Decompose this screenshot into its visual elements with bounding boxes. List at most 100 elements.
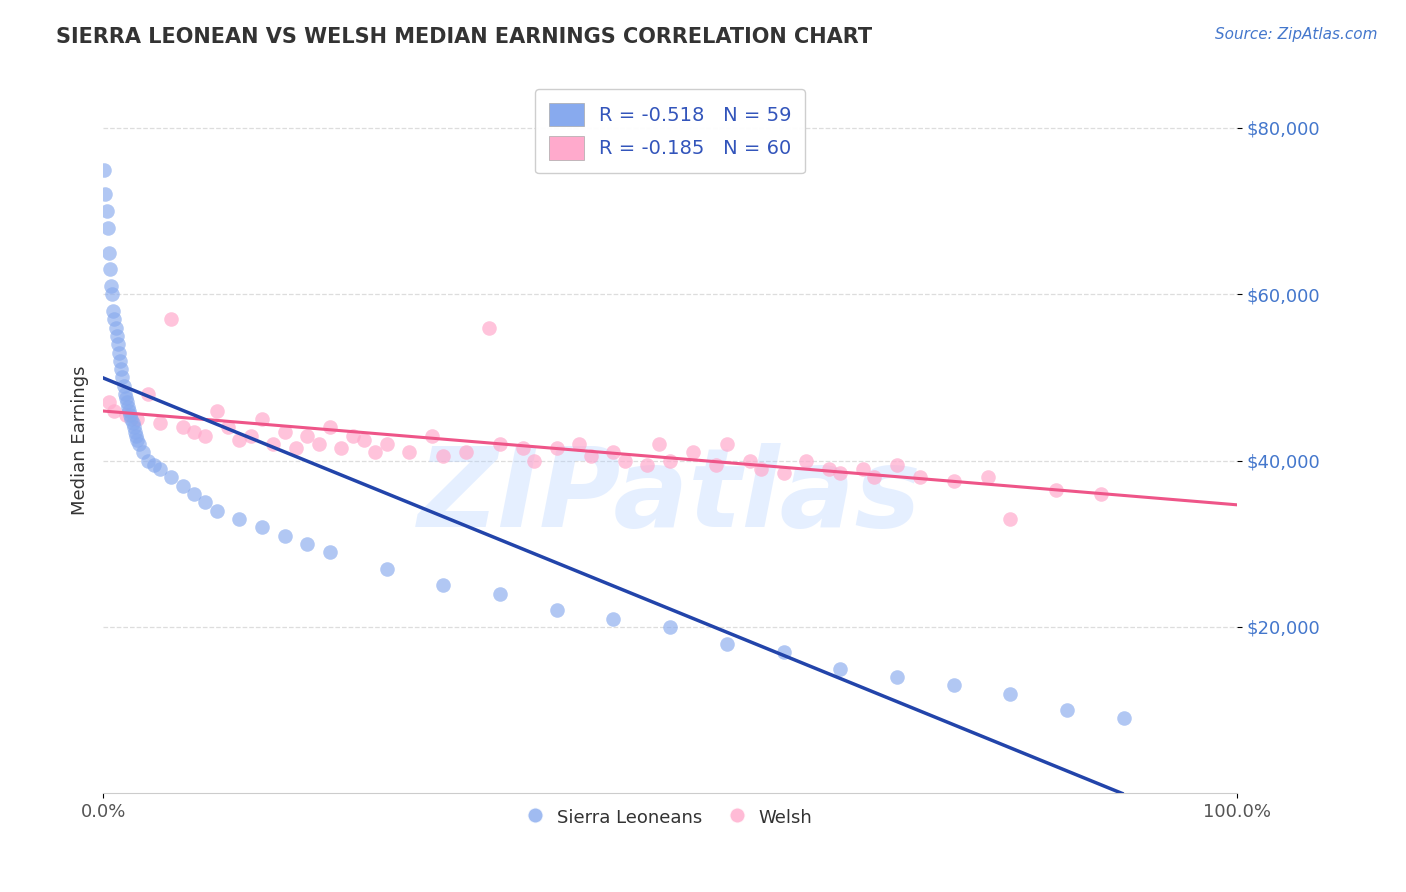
Point	[138, 387, 160, 401]
Point	[637, 458, 659, 472]
Point	[602, 612, 624, 626]
Point	[124, 425, 146, 439]
Point	[886, 458, 908, 472]
Point	[432, 578, 454, 592]
Point	[454, 445, 477, 459]
Point	[546, 441, 568, 455]
Point	[217, 420, 239, 434]
Point	[602, 445, 624, 459]
Point	[94, 187, 117, 202]
Point	[125, 428, 148, 442]
Point	[375, 562, 398, 576]
Point	[104, 320, 127, 334]
Point	[107, 337, 129, 351]
Point	[478, 320, 501, 334]
Point	[93, 162, 115, 177]
Point	[122, 420, 145, 434]
Point	[250, 412, 273, 426]
Point	[250, 520, 273, 534]
Point	[330, 441, 353, 455]
Point	[613, 453, 636, 467]
Point	[103, 312, 125, 326]
Point	[103, 304, 125, 318]
Point	[228, 512, 250, 526]
Point	[682, 445, 704, 459]
Point	[523, 453, 546, 467]
Point	[772, 466, 794, 480]
Point	[138, 453, 160, 467]
Point	[128, 437, 150, 451]
Point	[977, 470, 1000, 484]
Point	[1000, 687, 1022, 701]
Text: SIERRA LEONEAN VS WELSH MEDIAN EARNINGS CORRELATION CHART: SIERRA LEONEAN VS WELSH MEDIAN EARNINGS …	[56, 27, 872, 46]
Point	[121, 416, 143, 430]
Point	[284, 441, 307, 455]
Point	[117, 400, 139, 414]
Point	[716, 437, 738, 451]
Point	[886, 670, 908, 684]
Point	[121, 412, 143, 426]
Point	[143, 458, 166, 472]
Point	[98, 262, 121, 277]
Point	[149, 416, 172, 430]
Point	[863, 470, 886, 484]
Point	[132, 445, 155, 459]
Legend: Sierra Leoneans, Welsh: Sierra Leoneans, Welsh	[522, 801, 820, 834]
Point	[1056, 703, 1078, 717]
Point	[205, 503, 228, 517]
Point	[353, 433, 375, 447]
Point	[114, 387, 136, 401]
Point	[297, 428, 319, 442]
Point	[127, 433, 149, 447]
Point	[297, 537, 319, 551]
Text: ZIPatlas: ZIPatlas	[419, 443, 922, 549]
Y-axis label: Median Earnings: Median Earnings	[72, 365, 89, 515]
Point	[127, 412, 149, 426]
Point	[648, 437, 671, 451]
Point	[105, 329, 128, 343]
Point	[942, 678, 965, 692]
Point	[108, 345, 131, 359]
Point	[97, 220, 120, 235]
Point	[1045, 483, 1067, 497]
Point	[172, 478, 194, 492]
Point	[97, 245, 120, 260]
Point	[319, 420, 342, 434]
Point	[420, 428, 443, 442]
Point	[160, 470, 183, 484]
Point	[749, 462, 772, 476]
Point	[120, 408, 142, 422]
Point	[512, 441, 534, 455]
Point	[579, 450, 602, 464]
Point	[111, 370, 134, 384]
Point	[172, 420, 194, 434]
Point	[659, 620, 682, 634]
Point	[205, 403, 228, 417]
Point	[100, 279, 122, 293]
Point	[704, 458, 727, 472]
Point	[118, 403, 141, 417]
Point	[112, 379, 135, 393]
Point	[262, 437, 284, 451]
Point	[942, 475, 965, 489]
Point	[818, 462, 841, 476]
Point	[108, 354, 131, 368]
Point	[194, 428, 217, 442]
Point	[716, 637, 738, 651]
Point	[908, 470, 931, 484]
Point	[830, 466, 852, 480]
Point	[239, 428, 262, 442]
Point	[319, 545, 342, 559]
Point	[114, 391, 136, 405]
Point	[772, 645, 794, 659]
Point	[398, 445, 420, 459]
Point	[183, 487, 205, 501]
Point	[160, 312, 183, 326]
Point	[97, 395, 120, 409]
Point	[149, 462, 172, 476]
Point	[852, 462, 875, 476]
Point	[1090, 487, 1112, 501]
Point	[489, 587, 512, 601]
Point	[342, 428, 364, 442]
Point	[1112, 711, 1135, 725]
